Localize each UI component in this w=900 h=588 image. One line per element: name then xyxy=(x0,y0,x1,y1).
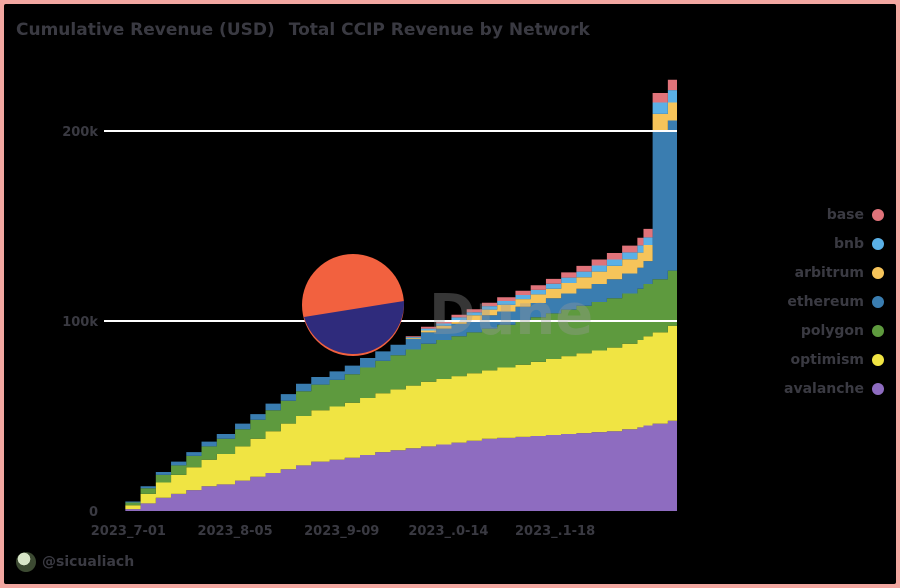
legend-item-base[interactable]: base xyxy=(744,200,884,229)
watermark-text: Dune xyxy=(429,283,593,348)
legend-label: optimism xyxy=(790,351,864,368)
author-footer: @sicualiach xyxy=(16,552,134,572)
y-tick-label: 100k xyxy=(62,315,98,330)
chart-canvas: 0 100k 200k 2023_7-01 2023_8-05 2023_9-09 2023… xyxy=(62,70,677,539)
legend-swatch xyxy=(872,295,884,308)
legend-item-optimism[interactable]: optimism xyxy=(744,345,884,374)
legend-swatch xyxy=(872,353,884,366)
chart-frame: 0 100k 200k 2023_7-01 2023_8-05 2023_9-09 2023… xyxy=(4,4,896,584)
title-text: Cumulative Revenue (USD) xyxy=(16,20,275,40)
area-series-optimism xyxy=(104,322,677,511)
legend-item-ethereum[interactable]: ethereum xyxy=(744,287,884,316)
legend-swatch xyxy=(872,324,884,337)
legend: base bnb arbitrum ethereum polygon optimism av… xyxy=(744,200,884,403)
legend-item-avalanche[interactable]: avalanche xyxy=(744,374,884,403)
x-tick-label: 2023_9-09 xyxy=(304,524,379,539)
legend-label: base xyxy=(826,206,864,223)
legend-label: bnb xyxy=(833,235,864,252)
legend-item-bnb[interactable]: bnb xyxy=(744,229,884,258)
legend-swatch xyxy=(872,266,884,279)
legend-label: ethereum xyxy=(787,293,864,310)
avatar xyxy=(16,552,36,572)
subtitle-text: Total CCIP Revenue by Network xyxy=(288,20,590,40)
area-series-polygon xyxy=(104,265,677,511)
x-tick-label: 2023_7-01 xyxy=(91,524,166,539)
x-tick-label: 2023_8-05 xyxy=(197,524,272,539)
legend-swatch xyxy=(872,382,884,395)
area-series-avalanche xyxy=(104,419,677,511)
legend-item-arbitrum[interactable]: arbitrum xyxy=(744,258,884,287)
y-tick-label: 0 xyxy=(89,505,98,520)
legend-swatch xyxy=(872,237,884,250)
x-tick-label: 2023_.1-18 xyxy=(515,524,595,539)
y-tick-label: 200k xyxy=(62,125,98,140)
legend-label: arbitrum xyxy=(794,264,864,281)
legend-label: polygon xyxy=(800,322,864,339)
x-tick-label: 2023_.0-14 xyxy=(408,524,488,539)
legend-swatch xyxy=(872,208,884,221)
author-handle[interactable]: @sicualiach xyxy=(42,554,135,570)
dune-logo-shadow xyxy=(304,301,405,354)
legend-label: avalanche xyxy=(784,380,864,397)
legend-item-polygon[interactable]: polygon xyxy=(744,316,884,345)
chart-title: Cumulative Revenue (USD) Total CCIP Reven… xyxy=(16,20,590,40)
